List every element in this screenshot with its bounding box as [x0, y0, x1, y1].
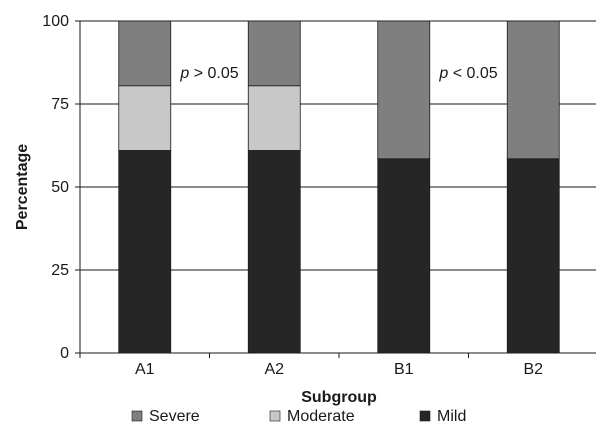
x-axis-title: Subgroup — [301, 389, 377, 406]
bar-a2-moderate — [247, 85, 301, 151]
x-tick-label-a2: A2 — [264, 361, 284, 378]
y-tick-label-100: 100 — [42, 13, 69, 30]
axes: 0 25 50 75 100 A1 A2 B1 B2 — [42, 13, 596, 378]
legend-label-mild: Mild — [437, 408, 466, 425]
y-tick-label-75: 75 — [51, 96, 69, 113]
legend-label-moderate: Moderate — [287, 408, 355, 425]
bar-b1-severe — [377, 20, 431, 160]
y-tick-label-50: 50 — [51, 179, 69, 196]
legend-swatch-mild — [419, 410, 431, 422]
legend-item-severe: Severe — [131, 408, 200, 425]
significance-annotation-2: p < 0.05 — [438, 65, 497, 82]
x-tick-label-a1: A1 — [135, 361, 155, 378]
significance-annotation-1: p > 0.05 — [179, 65, 238, 82]
bar-b1-mild — [377, 158, 431, 354]
y-tick-label-0: 0 — [60, 345, 69, 362]
bar-b2-severe — [506, 20, 560, 160]
legend-label-severe: Severe — [149, 408, 200, 425]
x-tick-label-b2: B2 — [523, 361, 543, 378]
bar-a2-mild — [247, 150, 301, 354]
bar-a2-severe — [247, 20, 301, 87]
bar-a1-mild — [118, 150, 172, 354]
legend: Severe Moderate Mild — [131, 408, 466, 425]
legend-swatch-moderate — [269, 410, 281, 422]
bar-b2-mild — [506, 158, 560, 354]
y-axis-title: Percentage — [14, 144, 31, 230]
x-tick-label-b1: B1 — [394, 361, 414, 378]
bar-a1-moderate — [118, 85, 172, 151]
legend-item-mild: Mild — [419, 408, 466, 425]
annotations: p > 0.05 p < 0.05 — [179, 65, 497, 82]
y-tick-label-25: 25 — [51, 262, 69, 279]
bar-a1-severe — [118, 20, 172, 87]
legend-item-moderate: Moderate — [269, 408, 355, 425]
bars — [118, 20, 560, 354]
legend-swatch-severe — [131, 410, 143, 422]
